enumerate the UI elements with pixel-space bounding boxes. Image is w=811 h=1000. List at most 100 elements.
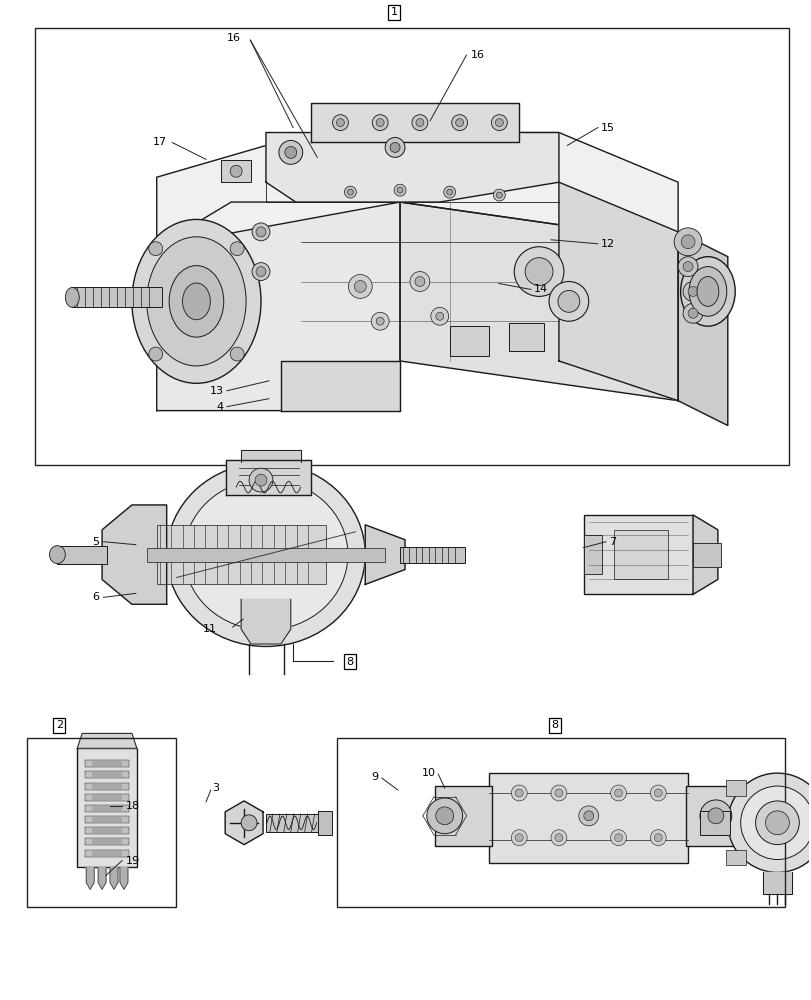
Circle shape bbox=[493, 189, 504, 201]
Bar bbox=[92, 795, 122, 800]
Bar bbox=[77, 748, 137, 867]
Circle shape bbox=[682, 303, 702, 323]
Polygon shape bbox=[281, 361, 400, 411]
Bar bbox=[72, 287, 161, 307]
Circle shape bbox=[375, 317, 384, 325]
Circle shape bbox=[431, 307, 448, 325]
Circle shape bbox=[148, 242, 162, 256]
Polygon shape bbox=[225, 801, 263, 845]
Ellipse shape bbox=[65, 287, 79, 307]
Text: 6: 6 bbox=[92, 592, 100, 602]
Circle shape bbox=[332, 115, 348, 131]
Bar bbox=[317, 811, 331, 835]
Circle shape bbox=[614, 834, 622, 842]
Text: 10: 10 bbox=[422, 768, 436, 778]
Circle shape bbox=[687, 308, 697, 318]
Circle shape bbox=[371, 312, 388, 330]
Bar bbox=[508, 323, 543, 351]
Ellipse shape bbox=[184, 479, 347, 630]
Circle shape bbox=[511, 785, 526, 801]
Bar bbox=[221, 160, 251, 182]
Circle shape bbox=[375, 119, 384, 127]
Ellipse shape bbox=[680, 257, 734, 326]
Polygon shape bbox=[692, 515, 717, 594]
Circle shape bbox=[249, 468, 272, 492]
Circle shape bbox=[578, 806, 598, 826]
Bar bbox=[58, 546, 107, 564]
Ellipse shape bbox=[147, 237, 246, 366]
Circle shape bbox=[436, 807, 453, 825]
Circle shape bbox=[443, 186, 455, 198]
Bar bbox=[699, 811, 729, 835]
Ellipse shape bbox=[689, 267, 726, 316]
Circle shape bbox=[548, 282, 588, 321]
Bar bbox=[92, 806, 122, 811]
Circle shape bbox=[251, 223, 269, 241]
Polygon shape bbox=[365, 525, 405, 584]
Circle shape bbox=[414, 277, 424, 286]
Circle shape bbox=[755, 801, 798, 845]
Circle shape bbox=[513, 247, 563, 296]
Circle shape bbox=[436, 312, 443, 320]
Ellipse shape bbox=[696, 277, 718, 306]
Circle shape bbox=[451, 115, 467, 131]
Text: 3: 3 bbox=[212, 783, 219, 793]
Bar bbox=[809, 780, 811, 796]
Circle shape bbox=[554, 789, 562, 797]
Polygon shape bbox=[102, 505, 166, 604]
Bar bbox=[92, 772, 122, 777]
Circle shape bbox=[610, 785, 626, 801]
Bar bbox=[85, 771, 129, 778]
Text: 11: 11 bbox=[202, 624, 217, 634]
Bar bbox=[85, 827, 129, 834]
Bar bbox=[85, 760, 129, 767]
Bar bbox=[613, 530, 667, 579]
Circle shape bbox=[371, 115, 388, 131]
Bar bbox=[92, 817, 122, 822]
Circle shape bbox=[687, 286, 697, 296]
Circle shape bbox=[699, 800, 731, 832]
Circle shape bbox=[348, 275, 371, 298]
Ellipse shape bbox=[169, 266, 224, 337]
Polygon shape bbox=[157, 133, 677, 247]
Polygon shape bbox=[311, 103, 518, 142]
Circle shape bbox=[354, 281, 366, 292]
Circle shape bbox=[673, 228, 701, 256]
Text: 2: 2 bbox=[56, 720, 62, 730]
Circle shape bbox=[397, 187, 402, 193]
Bar bbox=[400, 547, 464, 563]
Text: 8: 8 bbox=[345, 657, 353, 667]
Text: 12: 12 bbox=[600, 239, 615, 249]
Circle shape bbox=[650, 830, 665, 846]
Circle shape bbox=[557, 290, 579, 312]
Circle shape bbox=[389, 142, 400, 152]
Ellipse shape bbox=[182, 283, 210, 320]
Circle shape bbox=[614, 789, 622, 797]
Circle shape bbox=[336, 119, 344, 127]
Circle shape bbox=[654, 789, 662, 797]
Circle shape bbox=[682, 262, 692, 272]
Bar bbox=[337, 738, 784, 907]
Circle shape bbox=[230, 165, 242, 177]
Bar bbox=[489, 773, 687, 863]
Text: 8: 8 bbox=[551, 720, 558, 730]
Text: 16: 16 bbox=[470, 50, 484, 60]
Text: 5: 5 bbox=[92, 537, 100, 547]
Bar bbox=[583, 515, 692, 594]
Circle shape bbox=[255, 474, 267, 486]
Circle shape bbox=[411, 115, 427, 131]
Text: 13: 13 bbox=[209, 386, 224, 396]
Bar bbox=[85, 816, 129, 823]
Bar bbox=[692, 543, 720, 567]
Polygon shape bbox=[77, 733, 137, 748]
Circle shape bbox=[525, 258, 552, 285]
Circle shape bbox=[682, 282, 702, 301]
Circle shape bbox=[393, 184, 406, 196]
Circle shape bbox=[551, 830, 566, 846]
Bar bbox=[85, 838, 129, 845]
Circle shape bbox=[347, 189, 353, 195]
Circle shape bbox=[551, 785, 566, 801]
Circle shape bbox=[278, 140, 303, 164]
Circle shape bbox=[427, 798, 462, 834]
Circle shape bbox=[610, 830, 626, 846]
